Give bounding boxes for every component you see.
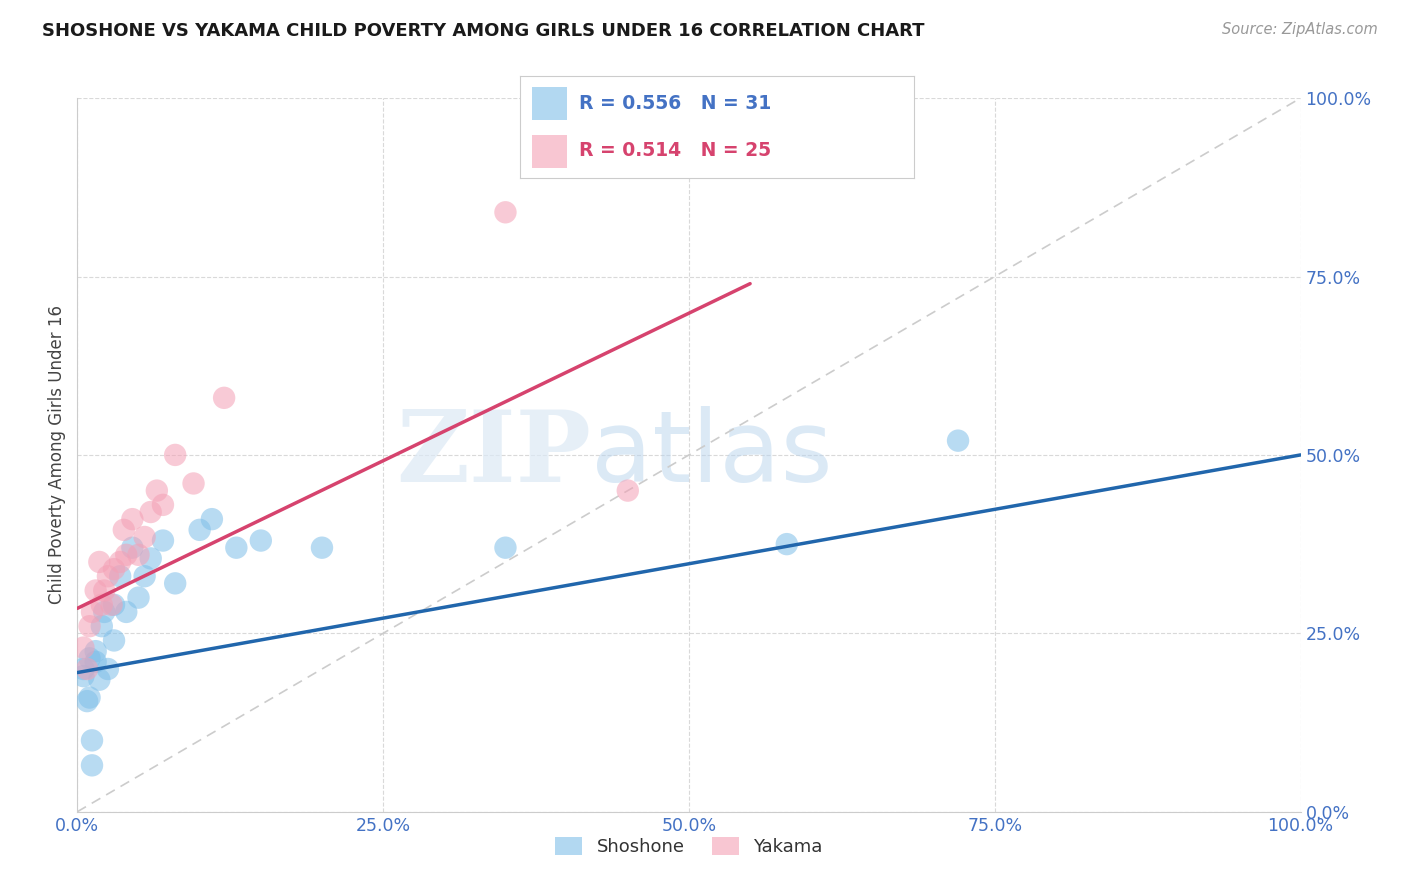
Point (201, 512, 224, 526)
Point (103, 633, 125, 648)
Y-axis label: Child Poverty Among Girls Under 16: Child Poverty Among Girls Under 16 (48, 305, 66, 605)
Point (495, 205, 517, 219)
Point (103, 598, 125, 612)
Point (121, 541, 143, 555)
Point (115, 548, 138, 562)
Point (212, 391, 235, 405)
Point (108, 555, 131, 569)
Point (495, 541, 517, 555)
FancyBboxPatch shape (531, 87, 568, 120)
Point (183, 476, 205, 491)
Text: R = 0.556   N = 31: R = 0.556 N = 31 (579, 94, 772, 113)
Point (79, 690, 101, 705)
Point (165, 576, 187, 591)
Point (72, 669, 94, 683)
Point (84, 644, 107, 658)
Text: atlas: atlas (591, 407, 832, 503)
Point (108, 569, 131, 583)
Point (112, 523, 135, 537)
Point (152, 498, 174, 512)
Point (80, 605, 103, 619)
Point (134, 569, 156, 583)
Point (139, 551, 162, 566)
Point (946, 434, 969, 448)
Point (90, 619, 112, 633)
Point (80, 733, 103, 747)
Point (146, 483, 169, 498)
Point (121, 512, 143, 526)
Point (76, 694, 98, 708)
Legend: Shoshone, Yakama: Shoshone, Yakama (548, 830, 830, 863)
Point (97, 662, 120, 676)
Point (72, 640, 94, 655)
Point (134, 530, 156, 544)
Point (165, 448, 187, 462)
Point (250, 533, 273, 548)
Point (93, 583, 115, 598)
Point (72, 662, 94, 676)
Point (84, 583, 107, 598)
Text: Source: ZipAtlas.com: Source: ZipAtlas.com (1222, 22, 1378, 37)
Point (80, 758, 103, 772)
Point (90, 598, 112, 612)
Point (103, 562, 125, 576)
Point (139, 505, 162, 519)
Point (776, 537, 799, 551)
FancyBboxPatch shape (531, 136, 568, 168)
Point (100, 598, 122, 612)
Point (76, 662, 98, 676)
Text: SHOSHONE VS YAKAMA CHILD POVERTY AMONG GIRLS UNDER 16 CORRELATION CHART: SHOSHONE VS YAKAMA CHILD POVERTY AMONG G… (42, 22, 925, 40)
Point (115, 605, 138, 619)
Text: R = 0.514   N = 25: R = 0.514 N = 25 (579, 141, 772, 161)
Text: ZIP: ZIP (396, 407, 591, 503)
Point (617, 483, 640, 498)
Point (311, 541, 333, 555)
Point (79, 651, 101, 665)
Point (89, 555, 111, 569)
Point (93, 605, 115, 619)
Point (127, 591, 149, 605)
Point (127, 548, 149, 562)
Point (79, 619, 101, 633)
Point (84, 655, 107, 669)
Point (97, 569, 120, 583)
Point (89, 673, 111, 687)
Point (225, 541, 247, 555)
Point (152, 533, 174, 548)
Point (188, 523, 211, 537)
